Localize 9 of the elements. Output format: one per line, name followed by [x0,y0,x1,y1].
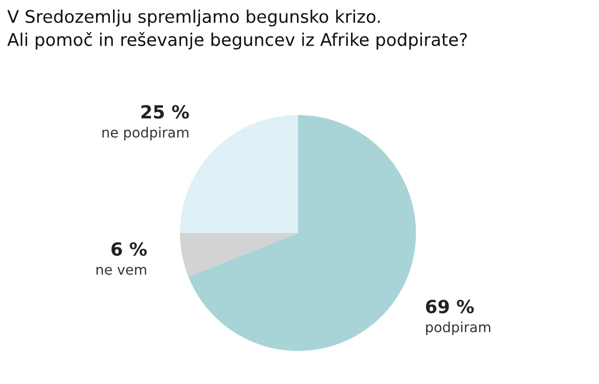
slice-label: ne podpiram [102,126,188,140]
chart-title: V Sredozemlju spremljamo begunsko krizo. Ali pomoč in reševanje beguncev iz Afrike podpirate? [7,10,467,50]
slice-label: podpiram [426,322,490,336]
pie-slice [188,115,416,351]
pie-slice [180,233,298,276]
data-label: 69 % [426,300,474,314]
data-label: 25 % [141,105,189,119]
data-label: 6 % [111,242,147,256]
slice-label: ne vem [96,266,146,275]
